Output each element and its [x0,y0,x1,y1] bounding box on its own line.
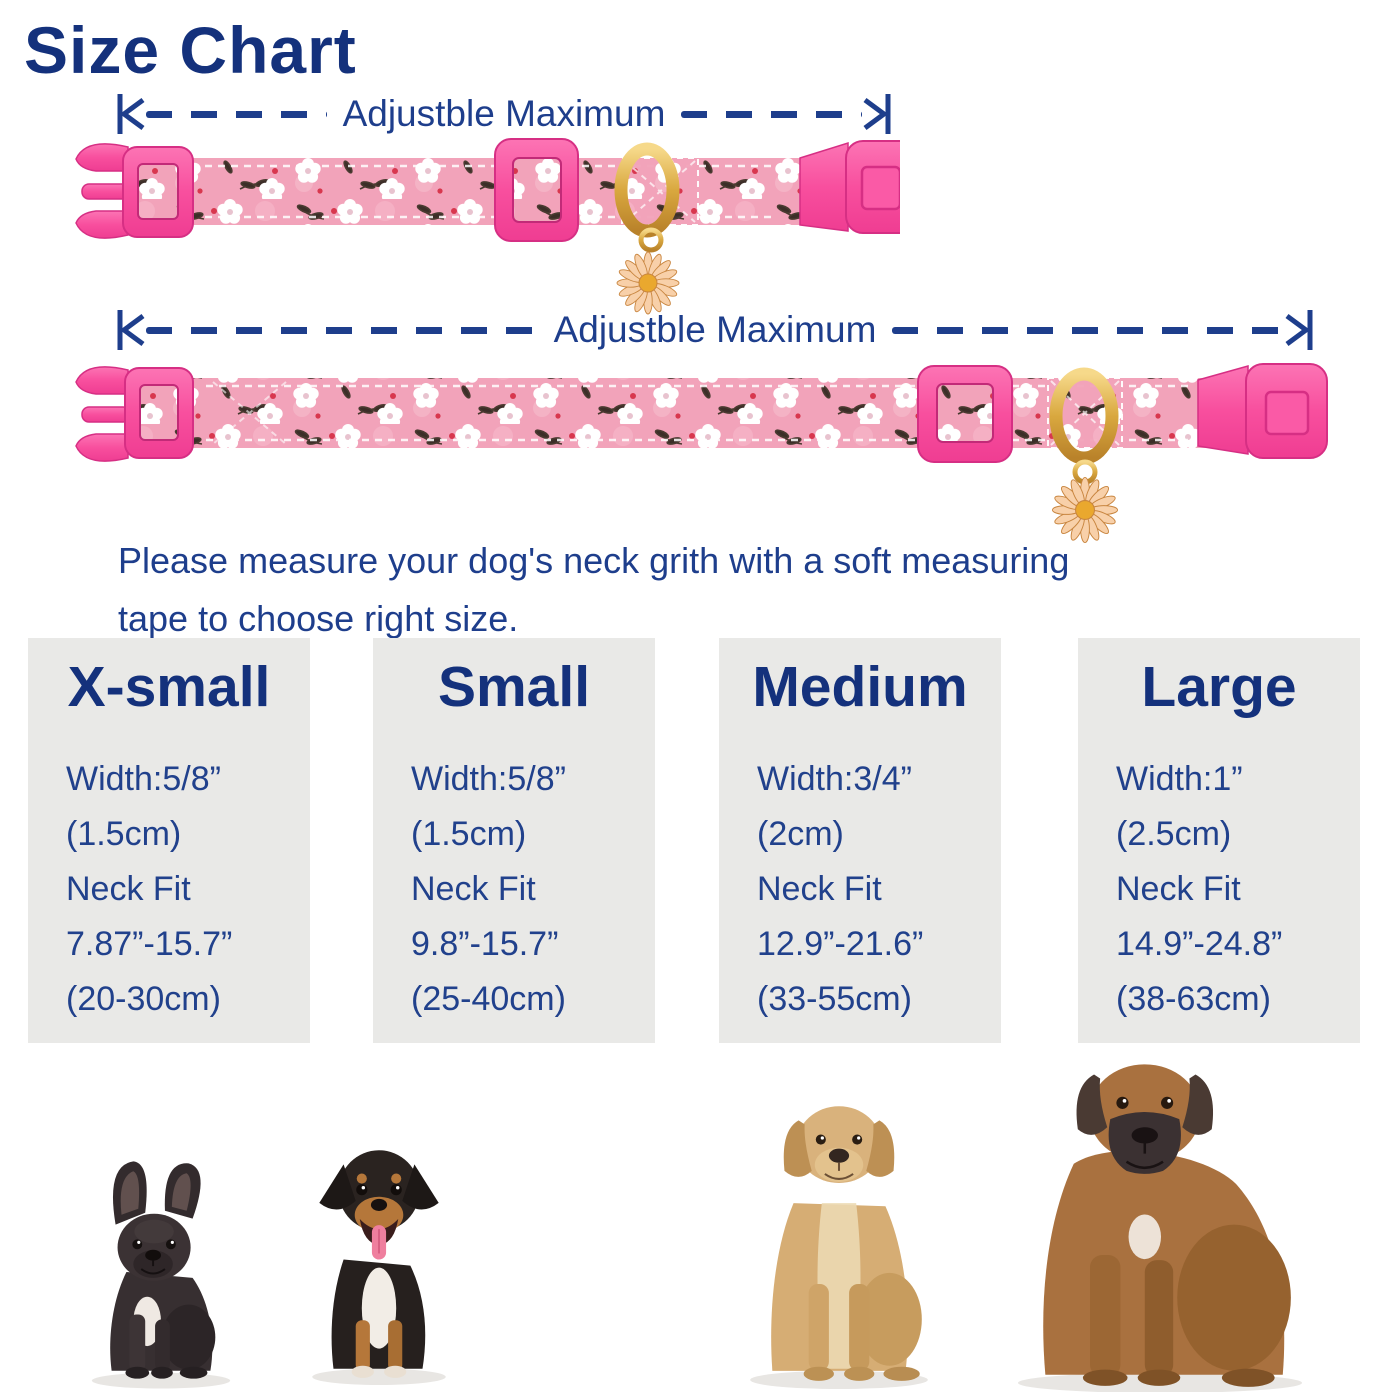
spec-line: 14.9”-24.8” [1116,925,1283,963]
spec-line: 12.9”-21.6” [757,925,924,963]
dog-photo-mastiff [1018,1064,1302,1392]
size-card-small: Small Width:5/8” (1.5cm) Neck Fit 9.8”-1… [373,638,655,1043]
measure-arrow-bottom: Adjustble Maximum [116,306,1314,354]
size-spec: Width:5/8” (1.5cm) Neck Fit 7.87”-15.7” … [28,752,310,1027]
size-name: Large [1141,655,1297,719]
dashed-line [892,326,1284,334]
spec-line: (33-55cm) [757,980,912,1018]
collar-short-image [75,138,900,315]
spec-line: Width:3/4” [757,760,912,798]
size-name: Medium [752,655,968,719]
d-ring [614,142,680,253]
arrow-label: Adjustble Maximum [342,93,666,134]
daisy-charm-icon [616,251,680,315]
spec-line: (20-30cm) [66,980,221,1018]
tri-glide-slider [917,365,1013,463]
spec-line: Neck Fit [411,870,536,908]
collar-long-image [75,363,1328,544]
dog-photo-french-bulldog [91,1161,231,1389]
spec-line: (2.5cm) [1116,815,1232,853]
arrow-left-endcap-icon [117,94,145,134]
page-title: Size Chart [24,13,357,87]
jump-ring [638,227,664,253]
arrow-right-endcap-icon [863,94,891,134]
dog-photo-terrier [312,1150,446,1385]
dashed-line [146,326,538,334]
spec-line: Width:5/8” [66,760,221,798]
male-buckle [799,140,900,234]
spec-line: 7.87”-15.7” [66,925,233,963]
size-spec: Width:1” (2.5cm) Neck Fit 14.9”-24.8” (3… [1078,752,1360,1027]
tri-glide-slider [494,138,579,242]
side-release-prongs [75,366,131,462]
spec-line: (38-63cm) [1116,980,1271,1018]
arrow-label: Adjustble Maximum [553,309,877,350]
spec-line: (1.5cm) [411,815,527,853]
arrow-left-endcap-icon [117,310,145,350]
spec-line: (1.5cm) [66,815,182,853]
male-buckle [1197,363,1328,459]
spec-line: Width:1” [1116,760,1243,798]
size-card-x-small: X-small Width:5/8” (1.5cm) Neck Fit 7.87… [28,638,310,1043]
size-spec: Width:3/4” (2cm) Neck Fit 12.9”-21.6” (3… [719,752,1001,1027]
measure-arrow-top: Adjustble Maximum [116,90,892,138]
spec-line: (2cm) [757,815,844,853]
buckle-frame [124,367,194,459]
size-spec: Width:5/8” (1.5cm) Neck Fit 9.8”-15.7” (… [373,752,655,1027]
size-card-large: Large Width:1” (2.5cm) Neck Fit 14.9”-24… [1078,638,1360,1043]
dashed-line [681,110,862,118]
spec-line: Width:5/8” [411,760,566,798]
spec-line: Neck Fit [1116,870,1241,908]
side-release-prongs [75,143,131,239]
size-card-medium: Medium Width:3/4” (2cm) Neck Fit 12.9”-2… [719,638,1001,1043]
size-name: X-small [67,655,271,719]
spec-line: Neck Fit [757,870,882,908]
size-name: Small [437,655,591,719]
measuring-note: Please measure your dog's neck grith wit… [118,532,1069,648]
buckle-frame [122,146,194,238]
note-line-2: tape to choose right size. [118,598,519,639]
arrow-right-endcap-icon [1285,310,1313,350]
dog-photo-labrador [750,1106,928,1389]
note-line-1: Please measure your dog's neck grith wit… [118,540,1070,581]
spec-line: Neck Fit [66,870,191,908]
spec-line: 9.8”-15.7” [411,925,559,963]
dashed-line [146,110,327,118]
spec-line: (25-40cm) [411,980,566,1018]
